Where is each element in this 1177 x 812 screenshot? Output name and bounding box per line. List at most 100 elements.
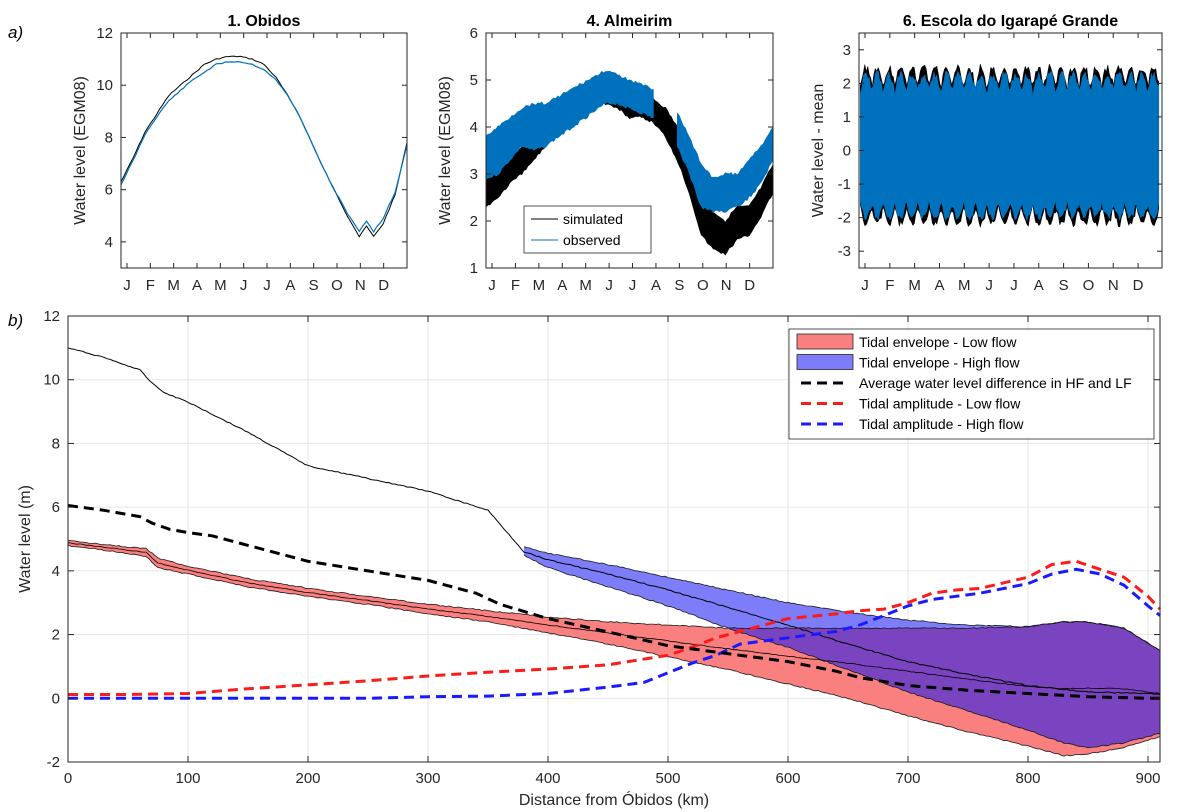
series-observed-band — [860, 70, 1160, 222]
y-tick-label: 2 — [843, 75, 851, 92]
x-tick-label: J — [629, 277, 637, 294]
x-tick-label: M — [167, 277, 180, 294]
x-tick-label: J — [488, 277, 496, 294]
series-average-difference — [67, 504, 1160, 700]
legend: Tidal envelope - Low flow Tidal envelope … — [788, 328, 1155, 440]
x-tick-label: F — [885, 277, 894, 294]
x-tick-label: A — [192, 277, 202, 294]
y-axis-label: Water level (EGM08) — [72, 76, 89, 225]
envelope-outline — [67, 544, 1161, 757]
y-axis-label: Water level - mean — [810, 84, 827, 218]
x-tick-label: 800 — [1015, 770, 1040, 787]
y-tick-label: 3 — [470, 166, 478, 183]
y-tick-label: 4 — [470, 119, 478, 136]
x-tick-label: A — [557, 277, 567, 294]
x-tick-label: A — [285, 277, 295, 294]
y-axis-label: Water level (EGM08) — [437, 76, 454, 225]
y-tick-label: 8 — [52, 435, 60, 452]
x-tick-label: 600 — [775, 770, 800, 787]
chart-title: 4. Almeirim — [587, 13, 673, 30]
legend: simulated observed — [523, 205, 652, 254]
x-tick-label: A — [1034, 277, 1044, 294]
envelope-outline — [67, 539, 1161, 651]
y-tick-label: 12 — [96, 25, 113, 42]
y-tick-label: 10 — [43, 372, 60, 389]
x-tick-label: D — [744, 277, 755, 294]
axes-box — [120, 32, 408, 269]
y-tick-label: 6 — [105, 182, 113, 199]
x-tick-label: 500 — [655, 770, 680, 787]
y-tick-label: 1 — [470, 260, 478, 277]
y-tick-label: 8 — [105, 129, 113, 146]
axes-box — [485, 32, 774, 269]
legend-label-tidal-amplitude-high-flow: Tidal amplitude - High flow — [859, 416, 1024, 432]
y-tick-label: 3 — [843, 42, 851, 59]
legend-label-observed: observed — [563, 232, 621, 248]
legend-swatch-high-flow-envelope — [796, 354, 854, 370]
legend-label-simulated: simulated — [563, 211, 623, 227]
x-tick-label: J — [123, 277, 131, 294]
series-high-flow-mean — [67, 347, 1161, 695]
y-tick-label: -3 — [838, 243, 851, 260]
x-tick-label: 0 — [64, 770, 72, 787]
x-tick-label: S — [1059, 277, 1069, 294]
legend-swatch-low-flow-envelope — [796, 333, 854, 350]
y-tick-label: 4 — [52, 563, 60, 580]
y-tick-label: 2 — [52, 627, 60, 644]
y-tick-label: 1 — [843, 109, 851, 126]
x-tick-label: J — [240, 277, 248, 294]
x-tick-label: S — [674, 277, 684, 294]
x-tick-label: J — [861, 277, 869, 294]
y-tick-label: -1 — [838, 176, 851, 193]
x-tick-label: O — [1083, 277, 1095, 294]
chart-title: 6. Escola do Igarapé Grande — [903, 13, 1118, 30]
x-tick-label: M — [533, 277, 546, 294]
x-tick-label: 300 — [415, 770, 440, 787]
y-axis-label: Water level (m) — [17, 485, 34, 593]
x-tick-label: N — [355, 277, 366, 294]
x-tick-label: N — [1108, 277, 1119, 294]
x-tick-label: J — [605, 277, 613, 294]
x-tick-label: F — [511, 277, 520, 294]
series-tidal-amplitude-high-flow — [68, 567, 1161, 700]
x-axis-label: Distance from Óbidos (km) — [519, 790, 709, 809]
x-tick-label: O — [331, 277, 343, 294]
x-tick-label: M — [579, 277, 592, 294]
x-tick-label: O — [697, 277, 709, 294]
y-tick-label: 0 — [843, 143, 851, 160]
x-tick-label: D — [378, 277, 389, 294]
x-tick-label: M — [958, 277, 971, 294]
x-tick-label: 700 — [895, 770, 920, 787]
x-tick-label: J — [263, 277, 271, 294]
legend-box — [523, 205, 652, 254]
x-tick-label: J — [985, 277, 993, 294]
panel-label-a: a) — [8, 23, 23, 42]
y-tick-label: 0 — [52, 690, 60, 707]
x-tick-label: N — [721, 277, 732, 294]
x-tick-label: 200 — [295, 770, 320, 787]
x-tick-label: S — [309, 277, 319, 294]
legend-label-average-difference: Average water level difference in HF and… — [859, 375, 1132, 391]
series-observed-line — [120, 60, 408, 234]
x-tick-label: M — [214, 277, 227, 294]
y-tick-label: 6 — [52, 499, 60, 516]
series-simulated-line — [120, 55, 408, 238]
y-tick-label: 5 — [470, 72, 478, 89]
y-tick-label: -2 — [47, 754, 60, 771]
y-tick-label: 6 — [470, 25, 478, 42]
x-tick-label: A — [651, 277, 661, 294]
axes-box — [67, 315, 1161, 763]
series-observed-band — [485, 70, 654, 181]
series-tidal-amplitude-low-flow — [68, 559, 1162, 696]
y-tick-label: 12 — [43, 308, 60, 325]
x-tick-label: 100 — [175, 770, 200, 787]
x-tick-label: A — [934, 277, 944, 294]
legend-label-tidal-amplitude-low-flow: Tidal amplitude - Low flow — [859, 396, 1021, 412]
legend-label-high-flow-envelope: Tidal envelope - High flow — [859, 355, 1020, 371]
x-tick-label: 900 — [1135, 770, 1160, 787]
legend-label-low-flow-envelope: Tidal envelope - Low flow — [859, 334, 1017, 350]
